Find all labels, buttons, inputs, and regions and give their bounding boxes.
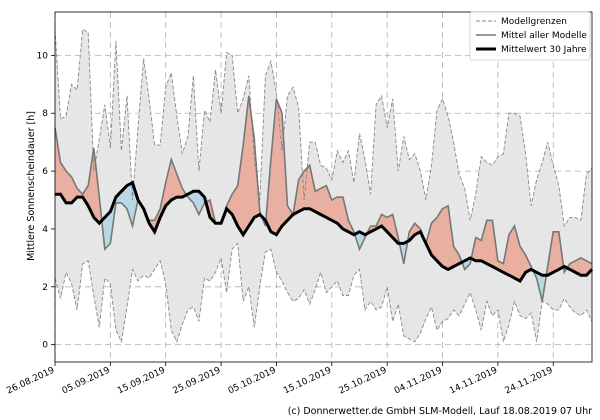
plot-area (54, 12, 594, 362)
x-tick-label: 05.09.2019 (61, 366, 112, 397)
legend-label-modellgrenzen: Modellgrenzen (501, 17, 567, 27)
fill-above-climate (320, 185, 327, 218)
x-tick-label: 26.08.2019 (5, 366, 56, 397)
y-axis: 0 2 4 6 8 10 (37, 51, 55, 351)
climate-30yr-line (55, 180, 594, 283)
x-tick-label: 24.11.2019 (504, 366, 555, 397)
x-tick-label: 05.10.2019 (227, 366, 278, 397)
y-tick-label: 4 (42, 225, 48, 235)
y-tick-label: 8 (42, 109, 48, 119)
x-tick-label: 15.10.2019 (282, 366, 333, 397)
x-tick-label: 25.09.2019 (171, 366, 222, 397)
x-tick-label: 04.11.2019 (393, 366, 444, 397)
fill-above-climate (486, 220, 493, 267)
legend-label-mittelwert-30-jahre: Mittelwert 30 Jahre (501, 45, 587, 55)
y-tick-label: 0 (42, 341, 48, 351)
x-axis: 26.08.2019 05.09.2019 15.09.2019 25.09.2019… (5, 362, 555, 397)
x-tick-label: 15.09.2019 (116, 366, 167, 397)
y-tick-label: 2 (42, 283, 48, 293)
credit-text: (c) Donnerwetter.de GmbH SLM-Modell, Lau… (288, 406, 592, 417)
y-axis-label: Mittlere Sonnenscheindauer [h] (26, 111, 37, 261)
x-tick-label: 25.10.2019 (338, 366, 389, 397)
model-upper-bound-line (54, 28, 593, 228)
x-tick-label: 14.11.2019 (448, 366, 499, 397)
fill-above-climate (475, 237, 482, 261)
fill-above-climate (442, 205, 449, 270)
plot-frame (54, 11, 593, 363)
model-range-band (55, 29, 592, 342)
model-lower-bound-line (54, 242, 593, 344)
fill-above-climate (553, 231, 559, 273)
legend-label-mittel-aller-modelle: Mittel aller Modelle (501, 31, 587, 41)
y-tick-label: 10 (37, 51, 49, 61)
legend-box (469, 11, 591, 61)
y-tick-label: 6 (42, 167, 48, 177)
legend: Modellgrenzen Mittel aller Modelle Mitte… (469, 11, 591, 61)
